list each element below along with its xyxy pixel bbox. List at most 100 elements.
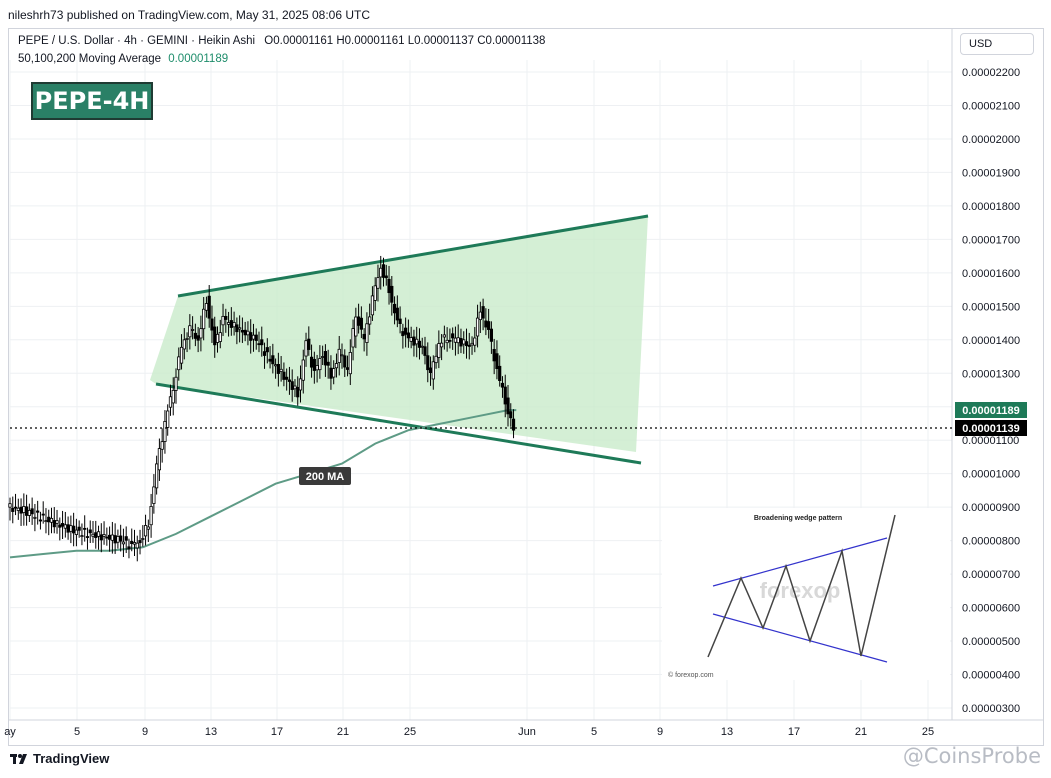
candle-body[interactable] (179, 346, 184, 364)
wedge-lower-line[interactable] (155, 382, 642, 465)
candle-body[interactable] (373, 285, 377, 301)
candle-body[interactable] (379, 267, 383, 278)
candle-body[interactable] (8, 503, 12, 508)
candle-body[interactable] (431, 361, 435, 380)
candle-body[interactable] (199, 328, 203, 339)
candle-body[interactable] (210, 318, 214, 331)
candle-body[interactable] (489, 328, 494, 342)
candle-body[interactable] (77, 526, 81, 531)
candle-body[interactable] (420, 345, 424, 348)
candle-body[interactable] (423, 346, 427, 356)
candle-body[interactable] (88, 529, 92, 534)
candle-body[interactable] (273, 364, 278, 367)
candle-body[interactable] (365, 323, 369, 343)
candle-body[interactable] (163, 421, 167, 442)
candle-body[interactable] (276, 364, 280, 374)
candle-body[interactable] (229, 320, 233, 328)
candle-body[interactable] (390, 285, 394, 303)
candle-body[interactable] (404, 327, 408, 335)
candle-body[interactable] (453, 337, 458, 343)
candle-body[interactable] (60, 523, 65, 527)
candle-body[interactable] (445, 339, 449, 344)
candle-body[interactable] (301, 359, 305, 381)
candle-body[interactable] (52, 520, 56, 528)
candle-body[interactable] (166, 410, 170, 428)
candle-body[interactable] (359, 317, 363, 330)
candle-body[interactable] (307, 338, 311, 350)
candle-body[interactable] (182, 339, 186, 350)
candle-body[interactable] (409, 337, 413, 342)
candle-body[interactable] (226, 322, 231, 325)
candle-body[interactable] (188, 325, 192, 338)
candle-body[interactable] (221, 315, 225, 326)
candle-body[interactable] (235, 324, 239, 333)
candle-body[interactable] (287, 379, 292, 382)
candle-body[interactable] (152, 486, 156, 504)
candle-body[interactable] (309, 356, 314, 368)
candle-body[interactable] (285, 376, 289, 380)
candle-body[interactable] (238, 327, 242, 330)
candle-body[interactable] (498, 365, 502, 381)
candle-body[interactable] (27, 509, 31, 516)
candle-body[interactable] (401, 331, 405, 337)
candle-body[interactable] (121, 541, 126, 545)
candle-body[interactable] (63, 524, 67, 529)
candle-body[interactable] (426, 355, 430, 371)
candle-body[interactable] (11, 507, 15, 512)
candle-body[interactable] (282, 371, 286, 380)
candle-body[interactable] (506, 397, 510, 415)
candle-body[interactable] (38, 519, 43, 522)
candle-body[interactable] (492, 348, 496, 362)
candle-body[interactable] (204, 303, 209, 311)
candle-body[interactable] (16, 507, 20, 511)
candle-body[interactable] (511, 418, 516, 431)
candle-body[interactable] (99, 534, 103, 541)
candle-body[interactable] (368, 316, 372, 325)
candle-body[interactable] (55, 520, 59, 524)
candle-body[interactable] (168, 396, 173, 408)
candle-body[interactable] (268, 358, 272, 362)
candle-body[interactable] (290, 381, 294, 390)
candle-body[interactable] (345, 367, 350, 370)
candle-body[interactable] (130, 540, 134, 544)
candle-body[interactable] (243, 329, 247, 336)
candle-body[interactable] (448, 339, 452, 342)
candle-body[interactable] (495, 353, 499, 370)
candle-body[interactable] (318, 358, 322, 371)
candle-body[interactable] (439, 342, 444, 348)
candle-body[interactable] (417, 340, 422, 348)
candle-body[interactable] (326, 361, 330, 366)
candle-body[interactable] (174, 376, 178, 391)
candle-body[interactable] (155, 463, 159, 489)
candle-body[interactable] (321, 356, 325, 358)
candle-body[interactable] (293, 385, 297, 390)
candle-body[interactable] (66, 524, 70, 533)
candle-body[interactable] (146, 526, 150, 530)
candle-body[interactable] (329, 367, 333, 379)
candle-body[interactable] (387, 278, 391, 294)
candle-body[interactable] (58, 524, 62, 528)
candle-body[interactable] (473, 337, 477, 346)
candle-body[interactable] (503, 386, 507, 405)
symbol-legend[interactable]: PEPE / U.S. Dollar · 4h · GEMINI · Heiki… (18, 35, 545, 47)
candle-body[interactable] (19, 506, 23, 514)
candle-body[interactable] (304, 340, 308, 357)
candle-body[interactable] (437, 343, 441, 358)
candle-body[interactable] (451, 333, 455, 339)
candle-body[interactable] (41, 513, 45, 516)
candle-body[interactable] (340, 354, 344, 357)
candle-body[interactable] (500, 382, 505, 388)
candle-body[interactable] (348, 352, 352, 375)
candle-body[interactable] (262, 351, 267, 356)
candle-body[interactable] (30, 508, 34, 515)
candle-body[interactable] (157, 448, 161, 471)
candle-body[interactable] (218, 332, 222, 342)
candle-body[interactable] (135, 542, 139, 549)
candle-body[interactable] (298, 378, 303, 391)
candle-body[interactable] (392, 303, 397, 314)
candle-body[interactable] (119, 535, 123, 542)
candle-body[interactable] (475, 317, 480, 337)
candle-body[interactable] (354, 316, 358, 337)
candle-body[interactable] (33, 516, 37, 519)
